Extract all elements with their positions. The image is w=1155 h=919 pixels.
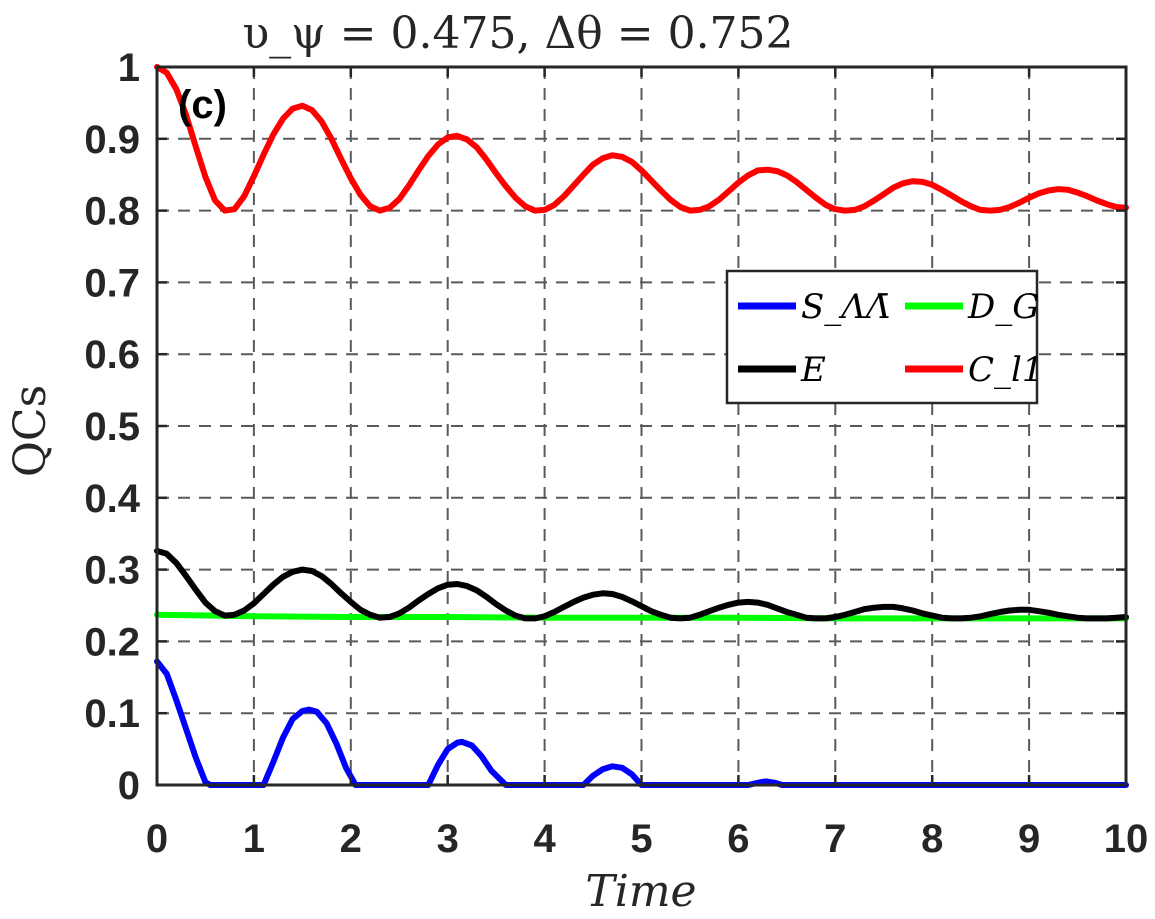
legend-label-e: E bbox=[800, 350, 826, 390]
series-line-2 bbox=[154, 547, 1129, 622]
ticks bbox=[155, 65, 1128, 787]
y-tick-label: 0.5 bbox=[84, 405, 140, 449]
x-tick-label: 8 bbox=[921, 817, 943, 861]
series-group bbox=[154, 64, 1129, 788]
x-tick-label: 9 bbox=[1018, 817, 1040, 861]
x-tick-label: 10 bbox=[1104, 817, 1149, 861]
y-tick-label: 0.8 bbox=[84, 190, 140, 234]
x-tick-label: 1 bbox=[243, 817, 265, 861]
y-tick-label: 0.2 bbox=[84, 620, 140, 664]
legend-label-s-lambda: S_ΛΛ̄ bbox=[801, 287, 890, 327]
y-tick-label: 1 bbox=[118, 46, 140, 90]
x-tick-label: 5 bbox=[630, 817, 652, 861]
x-axis-label: Time bbox=[585, 866, 696, 917]
x-tick-label: 6 bbox=[727, 817, 749, 861]
legend-label-c-l1: C_l1 bbox=[968, 350, 1044, 390]
y-tick-labels: 0 0.1 0.2 0.3 0.4 0.5 0.6 0.7 0.8 0.9 1 bbox=[84, 46, 140, 808]
y-tick-label: 0.3 bbox=[84, 549, 140, 593]
x-tick-label: 3 bbox=[437, 817, 459, 861]
legend: S_ΛΛ̄ D_G E C_l1 bbox=[725, 269, 1044, 405]
x-tick-labels: 0 1 2 3 4 5 6 7 8 9 10 bbox=[146, 817, 1148, 861]
x-tick-label: 0 bbox=[146, 817, 168, 861]
panel-label: (c) bbox=[178, 83, 227, 127]
y-tick-label: 0 bbox=[118, 764, 140, 808]
legend-box bbox=[725, 269, 1039, 405]
legend-label-d-g: D_G bbox=[967, 287, 1039, 327]
y-tick-label: 0.9 bbox=[84, 118, 140, 162]
x-tick-label: 4 bbox=[533, 817, 556, 861]
x-tick-label: 2 bbox=[340, 817, 362, 861]
x-tick-label: 7 bbox=[824, 817, 846, 861]
y-axis-label: QCs bbox=[5, 385, 56, 477]
y-tick-label: 0.7 bbox=[84, 261, 140, 305]
y-tick-label: 0.6 bbox=[84, 333, 140, 377]
y-tick-label: 0.4 bbox=[84, 477, 140, 521]
chart-title: υ_ψ = 0.475, Δθ = 0.752 bbox=[242, 8, 793, 59]
y-tick-label: 0.1 bbox=[84, 692, 140, 736]
series-line-3 bbox=[154, 64, 1129, 214]
